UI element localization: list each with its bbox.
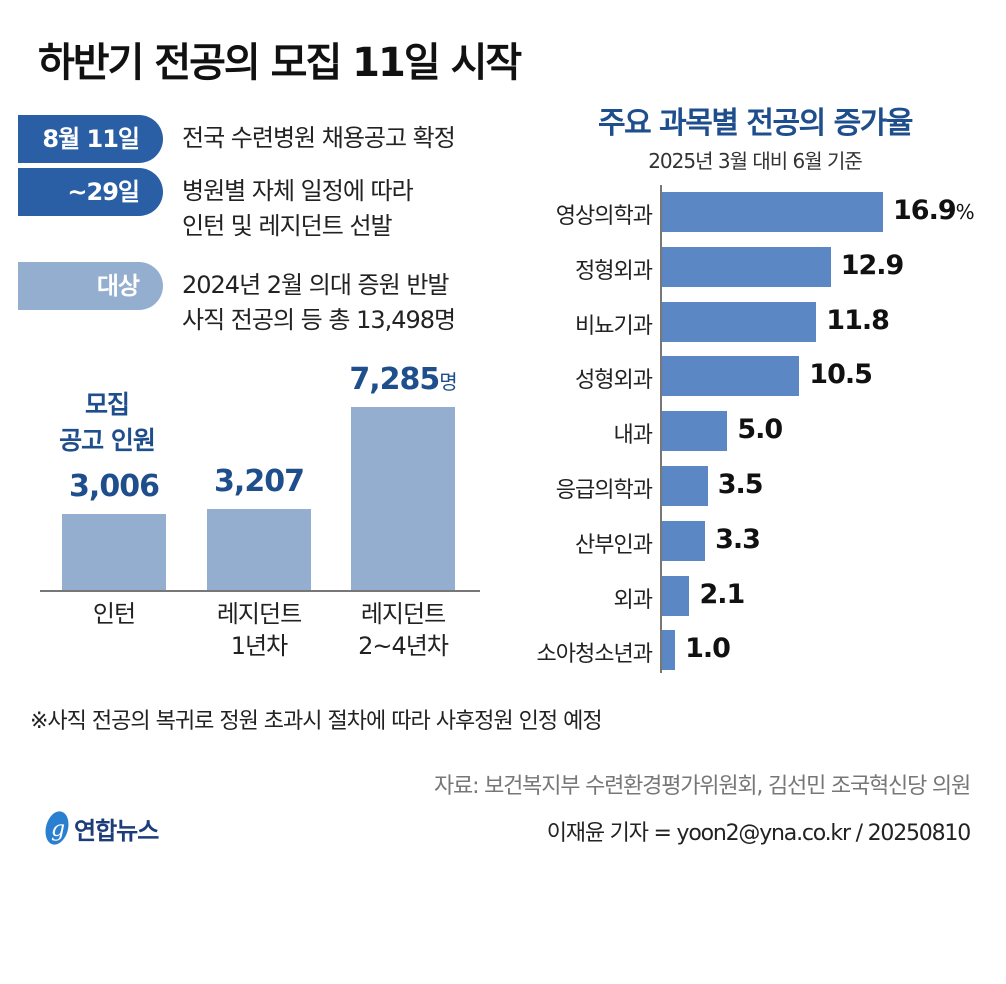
category-label: 응급의학과 [555,478,653,503]
value: 1.0 [685,633,731,665]
bar [662,246,831,287]
value-label: 3.3 [715,523,761,555]
bar [662,301,817,342]
value-label: 5.0 [737,414,783,446]
right-chart-title: 주요 과목별 전공의 증가율 [598,106,913,141]
description-line: 2024년 2월 의대 증원 반발 [182,271,450,299]
category-label: 내과 [613,423,653,449]
schedule-pill: 8월 11일 [18,115,163,163]
category-line: 레지던트 [360,600,446,628]
value: 3.5 [717,469,764,500]
byline: 이재윤 기자 = yoon2@yna.co.kr / 20250810 [546,821,971,846]
right-chart-subtitle: 2025년 3월 대비 6월 기준 [648,149,863,173]
yonhap-logo-icon: g [45,811,69,845]
bar [62,514,166,590]
left-chart-title: 모집 공고 인원 [52,387,162,459]
category-label: 인턴 [34,598,194,630]
logo: g 연합뉴스 [42,808,159,848]
footnote: ※사직 전공의 복귀로 정원 초과시 절차에 따라 사후정원 인정 예정 [30,709,603,734]
bar [351,407,455,590]
category-line: 인턴 [92,600,136,628]
baseline [40,590,480,592]
category-line: 2~4년차 [358,632,449,660]
value-label: 1.0 [685,633,731,665]
category-label: 정형외과 [575,258,653,284]
page-title: 하반기 전공의 모집 11일 시작 [38,40,522,86]
value-label: 3,006 [34,469,194,504]
unit: 명 [439,370,457,394]
bar [662,466,708,506]
logo-text: 연합뉴스 [74,816,159,845]
value: 11.8 [826,304,890,336]
category-label: 소아청소년과 [536,642,653,668]
value: 5.0 [737,414,783,446]
value: 3.3 [715,523,761,555]
description-line: 인턴 및 레지던트 선발 [182,212,393,240]
description-line: 전국 수련병원 채용공고 확정 [182,124,456,152]
bar [662,520,706,561]
value: 3,207 [214,464,305,500]
left-chart-title-line: 공고 인원 [59,426,156,455]
left-chart-title-line: 모집 [84,390,130,419]
value-label: 2.1 [699,578,745,610]
value: 3,006 [69,469,160,505]
category-label: 산부인과 [575,532,653,558]
value: 7,285 [349,362,440,397]
value-label: 11.8 [826,304,890,336]
category-label: 레지던트 1년차 [179,598,339,662]
category-line: 레지던트 [216,600,302,628]
category-label: 성형외과 [575,368,653,394]
value: 2.1 [699,578,745,610]
schedule-description: 전국 수련병원 채용공고 확정 [182,121,456,156]
schedule-pill: 대상 [18,262,163,310]
svg-text:g: g [51,817,65,842]
bar [662,575,690,616]
description-line: 병원별 자체 일정에 따라 [182,177,414,205]
value-label: 10.5 [809,359,873,391]
category-label: 레지던트 2~4년차 [323,598,483,662]
description-line: 사직 전공의 등 총 13,498명 [182,306,456,334]
category-label: 외과 [613,587,653,613]
value-label: 7,285명 [323,362,483,397]
category-label: 영상의학과 [555,204,653,229]
value-label: 3,207 [179,464,339,499]
bar [662,411,728,452]
category-label: 비뇨기과 [575,313,653,339]
value: 16.9 [893,195,957,226]
source: 자료: 보건복지부 수련환경평가위원회, 김선민 조국혁신당 의원 [433,774,971,799]
bar [662,630,676,671]
value: 10.5 [809,359,873,391]
value-label: 12.9 [840,249,905,281]
value: 12.9 [840,249,905,281]
value-label: 3.5 [717,469,764,500]
bar [207,509,311,590]
schedule-pill: ~29일 [18,168,163,216]
axis-line [660,185,662,673]
unit: % [955,200,975,224]
value-label: 16.9% [893,195,975,226]
bar [662,192,883,232]
category-line: 1년차 [230,632,288,660]
bar [662,356,800,397]
